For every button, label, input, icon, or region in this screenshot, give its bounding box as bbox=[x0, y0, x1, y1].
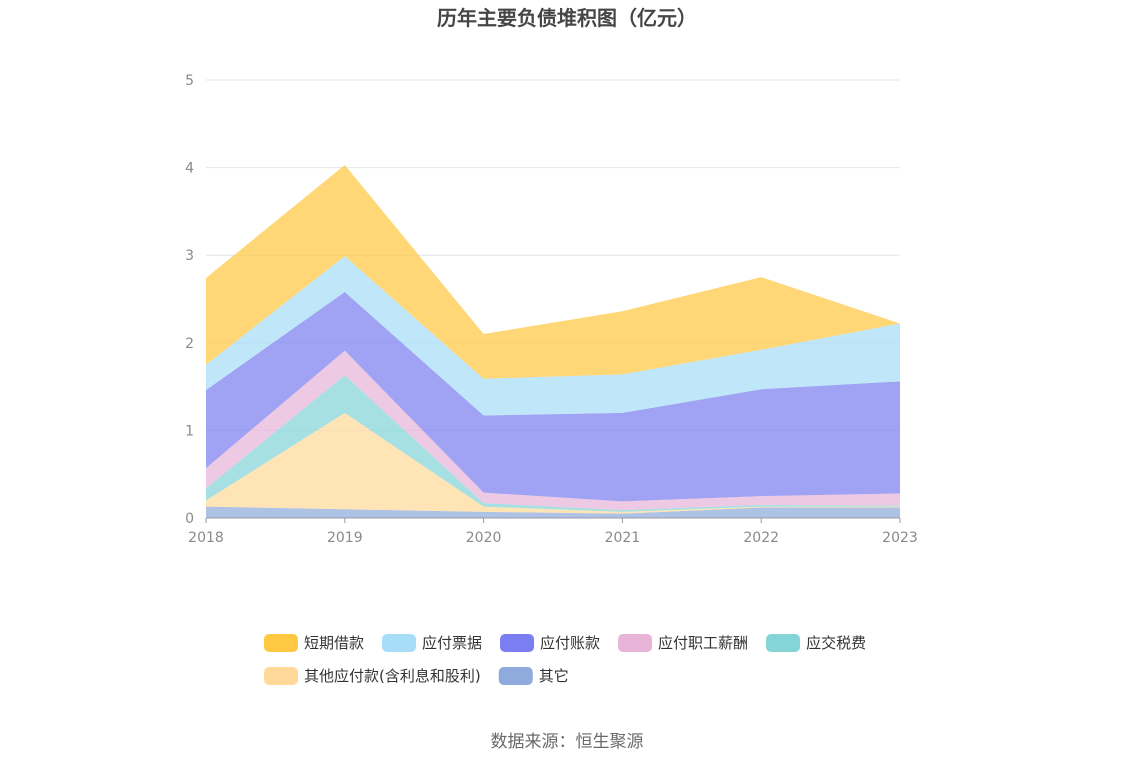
legend-swatch bbox=[766, 634, 801, 652]
chart-title: 历年主要负债堆积图（亿元） bbox=[437, 6, 697, 30]
legend-label: 应付职工薪酬 bbox=[658, 634, 748, 652]
legend-item[interactable]: 应交税费 bbox=[766, 634, 866, 652]
area-series-2[interactable] bbox=[206, 375, 900, 512]
area-series-5[interactable] bbox=[206, 256, 900, 416]
legend-swatch bbox=[500, 634, 535, 652]
legend-label: 其他应付款(含利息和股利) bbox=[304, 667, 481, 685]
x-tick-label: 2023 bbox=[882, 530, 918, 546]
area-series-3[interactable] bbox=[206, 350, 900, 511]
legend-item[interactable]: 其它 bbox=[498, 667, 569, 685]
y-tick-label: 4 bbox=[185, 161, 194, 177]
y-tick-label: 2 bbox=[185, 336, 194, 352]
area-series-6[interactable] bbox=[206, 164, 900, 379]
x-tick-label: 2019 bbox=[327, 530, 363, 546]
y-tick-label: 1 bbox=[185, 423, 194, 439]
x-tick-label: 2021 bbox=[605, 530, 641, 546]
area-series-0[interactable] bbox=[206, 506, 900, 518]
y-tick-label: 0 bbox=[185, 511, 194, 527]
y-tick-label: 3 bbox=[185, 248, 194, 264]
legend-label: 短期借款 bbox=[304, 634, 364, 652]
legend-item[interactable]: 其他应付款(含利息和股利) bbox=[264, 667, 481, 685]
legend-swatch bbox=[264, 634, 298, 652]
data-source-note: 数据来源：恒生聚源 bbox=[491, 732, 644, 752]
axes: 0 1 2 3 4 5 2018 2019 2020 2021 2022 2023 bbox=[185, 73, 918, 546]
legend-swatch bbox=[498, 667, 533, 685]
legend-item[interactable]: 应付账款 bbox=[500, 634, 600, 652]
x-tick-label: 2018 bbox=[188, 530, 224, 546]
legend-swatch bbox=[618, 634, 653, 652]
legend-item[interactable]: 应付职工薪酬 bbox=[618, 634, 748, 652]
legend-swatch bbox=[264, 667, 298, 685]
legend-label: 应付账款 bbox=[540, 634, 600, 652]
x-tick-label: 2020 bbox=[466, 530, 502, 546]
legend-item[interactable]: 短期借款 bbox=[264, 634, 364, 652]
legend-item[interactable]: 应付票据 bbox=[382, 634, 482, 652]
area-series bbox=[206, 164, 900, 518]
legend-label: 其它 bbox=[539, 667, 569, 685]
legend-label: 应付票据 bbox=[422, 634, 482, 652]
legend-label: 应交税费 bbox=[806, 634, 866, 652]
area-series-4[interactable] bbox=[206, 291, 900, 502]
y-tick-label: 5 bbox=[185, 73, 194, 89]
x-tick-label: 2022 bbox=[743, 530, 779, 546]
legend-swatch bbox=[382, 634, 417, 652]
area-series-1[interactable] bbox=[206, 412, 900, 514]
